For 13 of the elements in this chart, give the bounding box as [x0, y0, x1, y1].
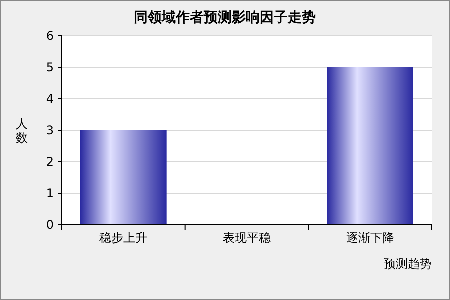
- y-tick-label: 6: [46, 29, 54, 43]
- x-tick-label: 稳步上升: [100, 231, 148, 245]
- y-tick-label: 3: [46, 124, 54, 138]
- y-tick-label: 0: [46, 218, 54, 232]
- y-tick-label: 4: [46, 92, 54, 106]
- chart-title: 同领域作者预测影响因子走势: [134, 10, 316, 26]
- y-tick-label: 2: [46, 155, 54, 169]
- y-tick-label: 5: [46, 60, 54, 74]
- y-axis-title: 人数: [16, 117, 28, 145]
- x-axis-title: 预测趋势: [384, 257, 432, 271]
- y-tick-label: 1: [46, 186, 54, 200]
- x-tick-label: 逐渐下降: [346, 231, 394, 245]
- x-tick-label: 表现平稳: [223, 231, 271, 245]
